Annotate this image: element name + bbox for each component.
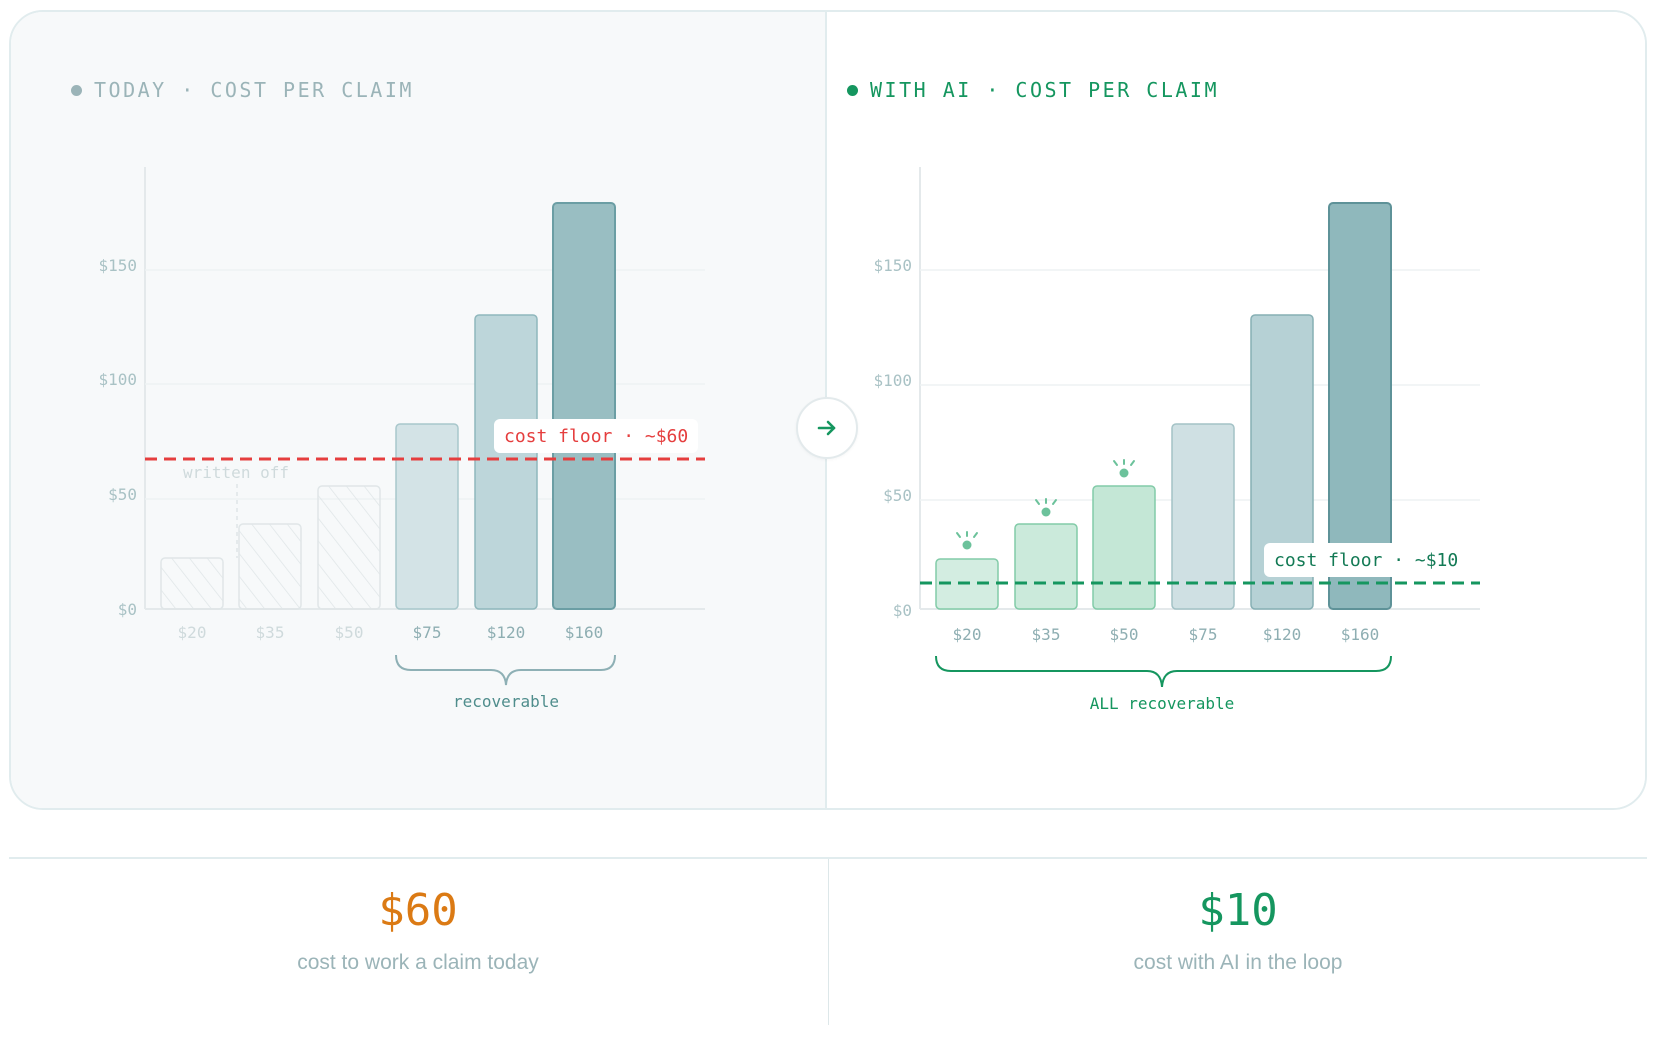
cost-floor-label: cost floor · ~$10 [1274,550,1458,571]
ai-title-text: WITH AI · COST PER CLAIM [870,78,1219,102]
bar-120 [474,314,538,610]
bar-75 [1171,423,1235,610]
svg-text:$100: $100 [873,371,912,390]
ai-cost-value: $10 [1198,885,1278,936]
svg-text:$75: $75 [1189,625,1218,644]
svg-text:$150: $150 [873,256,912,275]
svg-text:$120: $120 [1263,625,1302,644]
ai-stat: $10 cost with AI in the loop [988,885,1488,975]
all-recoverable-label: ALL recoverable [1090,694,1235,713]
svg-text:$100: $100 [98,370,137,389]
ai-panel-title: WITH AI · COST PER CLAIM [847,78,1219,102]
today-panel: TODAY · COST PER CLAIM $150 $100 $50 [11,12,827,808]
svg-text:$160: $160 [565,623,604,642]
recoverable-bracket [395,654,616,686]
svg-text:$0: $0 [118,600,137,619]
with-ai-panel: WITH AI · COST PER CLAIM $150 $100 $50 $… [827,12,1645,808]
bar-160 [552,202,616,610]
svg-text:$0: $0 [893,601,912,620]
today-cost-label: cost to work a claim today [297,951,539,974]
svg-text:$50: $50 [883,486,912,505]
status-dot-icon [71,84,82,96]
bar-35 [1014,523,1078,610]
written-off-label: written off [183,463,289,482]
spark-icon [956,531,978,550]
recoverable-label: recoverable [453,692,559,711]
bar-120 [1250,314,1314,610]
svg-text:$75: $75 [413,623,442,642]
bar-20 [160,557,224,610]
comparison-card: TODAY · COST PER CLAIM $150 $100 $50 [9,10,1647,810]
today-title-text: TODAY · COST PER CLAIM [94,78,414,102]
status-dot-icon [847,84,858,96]
today-stat: $60 cost to work a claim today [168,885,668,975]
svg-text:$50: $50 [335,623,364,642]
svg-text:$50: $50 [1110,625,1139,644]
svg-text:$35: $35 [1032,625,1061,644]
bar-35 [238,523,302,610]
arrow-right-icon [817,420,836,436]
svg-text:$160: $160 [1341,625,1380,644]
svg-text:$20: $20 [178,623,207,642]
y-tick-labels: $150 $100 $50 $0 [98,256,137,619]
svg-text:$150: $150 [98,256,137,275]
today-cost-value: $60 [378,885,458,936]
footer-divider [9,857,1647,859]
bar-50 [317,485,381,610]
svg-text:$35: $35 [256,623,285,642]
footer-vertical-divider [828,859,829,1025]
spark-icon [1113,459,1135,478]
svg-text:$20: $20 [953,625,982,644]
y-tick-labels: $150 $100 $50 $0 [873,256,912,620]
bar-50 [1092,485,1156,610]
svg-text:$120: $120 [487,623,526,642]
bar-75 [395,423,459,610]
spark-icon [1035,498,1057,517]
ai-bar-chart: $150 $100 $50 $0 [873,167,1482,713]
cost-floor-badge [1264,543,1482,577]
cost-floor-badge [494,419,698,453]
all-recoverable-bracket [935,655,1392,688]
today-bar-chart: $150 $100 $50 $0 written off cost floor … [98,167,705,711]
today-panel-title: TODAY · COST PER CLAIM [71,78,414,102]
svg-text:$50: $50 [108,485,137,504]
spark-icons [956,459,1135,550]
ai-cost-label: cost with AI in the loop [1133,951,1343,974]
x-tick-labels: $20 $35 $50 $75 $120 $160 [178,623,604,642]
x-tick-labels: $20 $35 $50 $75 $120 $160 [953,625,1380,644]
cost-floor-label: cost floor · ~$60 [504,426,688,447]
transition-arrow-button [796,397,858,459]
bar-160 [1328,202,1392,610]
